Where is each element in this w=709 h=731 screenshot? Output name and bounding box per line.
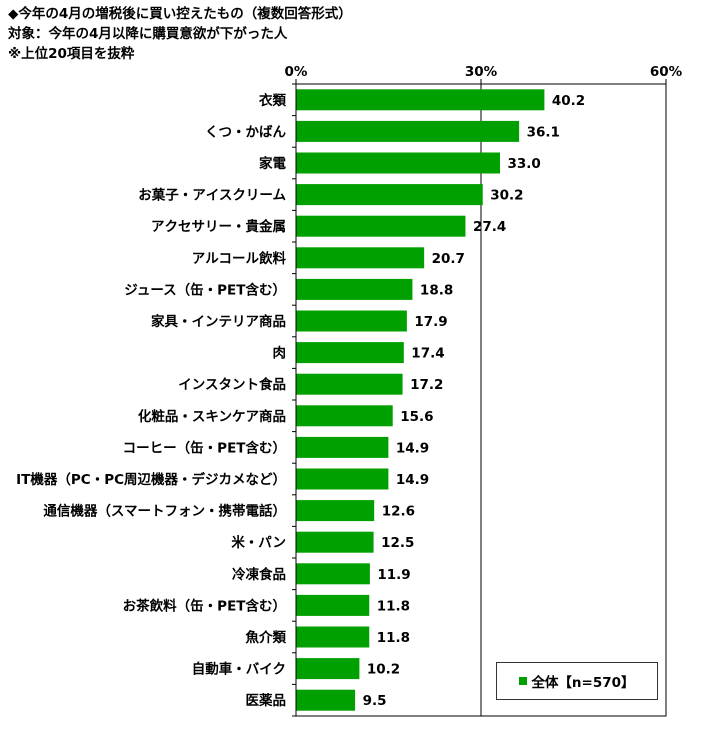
bar <box>296 152 500 174</box>
data-label: 11.8 <box>377 630 410 646</box>
data-label: 10.2 <box>367 662 400 678</box>
bar <box>296 278 413 300</box>
category-label: 家電 <box>259 155 286 172</box>
data-label: 14.9 <box>396 440 429 456</box>
data-label: 12.5 <box>381 535 414 551</box>
bar <box>296 405 393 427</box>
category-label: 医薬品 <box>246 692 287 709</box>
bar <box>296 436 389 458</box>
data-label: 11.9 <box>377 567 410 583</box>
data-label: 15.6 <box>400 409 433 425</box>
category-label: 家具・インテリア商品 <box>151 313 286 330</box>
category-label: 米・パン <box>231 534 286 551</box>
bar <box>296 89 545 111</box>
category-label: アクセサリー・貴金属 <box>151 218 286 235</box>
data-label: 27.4 <box>473 219 506 235</box>
category-label: IT機器（PC・PC周辺機器・デジカメなど） <box>16 471 286 488</box>
category-label: お茶飲料（缶・PET含む） <box>123 597 286 614</box>
chart-subtitle: 対象：今年の4月以降に購買意欲が下がった人 <box>8 26 288 42</box>
data-label: 20.7 <box>432 251 465 267</box>
data-label: 33.0 <box>508 156 541 172</box>
category-label: 冷凍食品 <box>232 566 286 583</box>
data-label: 18.8 <box>420 282 453 298</box>
data-label: 17.4 <box>411 346 444 362</box>
data-label: 30.2 <box>490 188 523 204</box>
data-label: 17.2 <box>410 377 443 393</box>
bar <box>296 184 483 206</box>
category-label: コーヒー（缶・PET含む） <box>123 439 286 456</box>
category-label: お菓子・アイスクリーム <box>138 187 286 204</box>
category-label: 自動車・バイク <box>192 661 286 678</box>
category-label: 通信機器（スマートフォン・携帯電話） <box>43 503 286 520</box>
category-label: アルコール飲料 <box>192 250 287 267</box>
bar <box>296 247 425 269</box>
bar <box>296 626 370 648</box>
bar <box>296 373 403 395</box>
data-label: 17.9 <box>414 314 447 330</box>
category-label: 化粧品・スキンケア商品 <box>138 408 286 425</box>
x-tick-label: 60% <box>650 64 683 80</box>
chart-title: ◆今年の4月の増税後に買い控えたもの（複数回答形式） <box>8 6 352 22</box>
bar <box>296 531 374 553</box>
legend-label: 全体【n=570】 <box>531 675 635 691</box>
data-label: 36.1 <box>527 124 560 140</box>
data-label: 40.2 <box>552 93 585 109</box>
bar <box>296 215 466 237</box>
bar <box>296 563 370 585</box>
data-label: 12.6 <box>382 504 415 520</box>
bar <box>296 310 407 332</box>
category-label: 肉 <box>273 345 287 362</box>
bar <box>296 468 389 490</box>
category-label: 魚介類 <box>246 629 287 646</box>
data-label: 9.5 <box>363 693 387 709</box>
category-label: インスタント食品 <box>178 376 286 393</box>
bar <box>296 689 356 711</box>
data-label: 14.9 <box>396 472 429 488</box>
category-label: 衣類 <box>259 92 286 109</box>
chart-titles: ◆今年の4月の増税後に買い控えたもの（複数回答形式） 対象：今年の4月以降に購買… <box>8 4 352 64</box>
chart-note: ※上位20項目を抜粋 <box>8 46 135 62</box>
category-label: ジュース（缶・PET含む） <box>124 281 286 298</box>
legend-swatch <box>519 677 528 685</box>
category-label: くつ・かばん <box>205 124 286 140</box>
x-tick-label: 0% <box>285 64 308 80</box>
bar <box>296 594 370 616</box>
x-tick-label: 30% <box>465 64 498 80</box>
data-label: 11.8 <box>377 598 410 614</box>
bar <box>296 500 375 522</box>
bar <box>296 342 404 364</box>
legend: 全体【n=570】 <box>496 662 658 700</box>
bar <box>296 658 360 680</box>
bar <box>296 120 520 142</box>
